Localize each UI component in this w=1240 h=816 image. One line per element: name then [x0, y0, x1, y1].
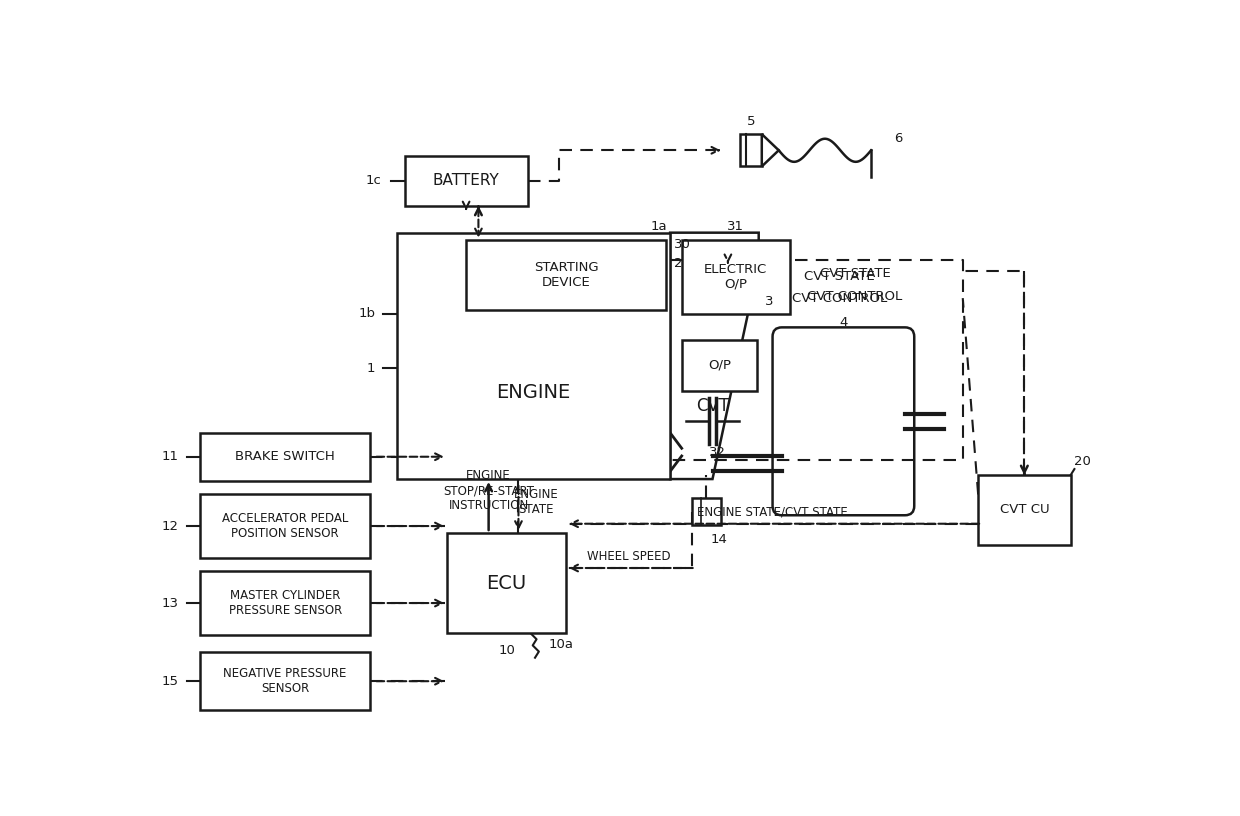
Text: NEGATIVE PRESSURE
SENSOR: NEGATIVE PRESSURE SENSOR	[223, 667, 347, 695]
Text: CVT: CVT	[696, 397, 729, 415]
Text: CVT STATE: CVT STATE	[820, 267, 890, 280]
Text: CVT CONTROL: CVT CONTROL	[807, 290, 903, 303]
Text: CVT CU: CVT CU	[999, 503, 1049, 517]
Text: CVT STATE: CVT STATE	[805, 270, 875, 283]
Text: CVT CONTROL: CVT CONTROL	[792, 291, 887, 304]
Text: ECU: ECU	[486, 574, 527, 592]
Text: 2: 2	[675, 257, 682, 270]
Text: STARTING
DEVICE: STARTING DEVICE	[534, 261, 599, 289]
Text: ELECTRIC
O/P: ELECTRIC O/P	[704, 263, 768, 291]
Text: ENGINE
STOP/RE-START
INSTRUCTION: ENGINE STOP/RE-START INSTRUCTION	[443, 469, 534, 512]
Text: 5: 5	[746, 114, 755, 127]
Text: 15: 15	[162, 675, 179, 688]
Text: MASTER CYLINDER
PRESSURE SENSOR: MASTER CYLINDER PRESSURE SENSOR	[228, 589, 342, 617]
Text: 4: 4	[839, 317, 848, 330]
Bar	[466, 241, 666, 309]
Bar	[201, 494, 370, 557]
Text: ENGINE
STATE: ENGINE STATE	[515, 488, 559, 517]
Bar	[446, 533, 567, 633]
Text: 10a: 10a	[548, 638, 573, 651]
Bar	[397, 233, 670, 479]
Bar	[201, 652, 370, 710]
Text: 13: 13	[162, 596, 179, 610]
Bar	[978, 475, 1070, 544]
Text: 3: 3	[765, 295, 774, 308]
Text: 1c: 1c	[366, 174, 382, 187]
Text: 31: 31	[727, 220, 744, 233]
Text: BATTERY: BATTERY	[433, 173, 500, 188]
Text: O/P: O/P	[708, 359, 730, 372]
Bar	[682, 340, 758, 391]
Bar	[404, 156, 528, 206]
Bar	[201, 432, 370, 481]
Text: ENGINE: ENGINE	[496, 384, 570, 402]
Bar	[692, 499, 720, 526]
Text: 1b: 1b	[358, 307, 376, 320]
Polygon shape	[670, 233, 759, 479]
Polygon shape	[761, 134, 779, 166]
Text: 20: 20	[1074, 455, 1091, 468]
Text: 12: 12	[162, 520, 179, 533]
Text: 10: 10	[498, 644, 515, 657]
Text: 14: 14	[711, 533, 727, 546]
Text: BRAKE SWITCH: BRAKE SWITCH	[236, 450, 335, 463]
FancyBboxPatch shape	[773, 327, 914, 515]
Text: 30: 30	[675, 237, 691, 251]
Text: 1a: 1a	[650, 220, 667, 233]
Bar	[682, 241, 790, 313]
Text: WHEEL SPEED: WHEEL SPEED	[588, 550, 671, 563]
Text: ACCELERATOR PEDAL
POSITION SENSOR: ACCELERATOR PEDAL POSITION SENSOR	[222, 512, 348, 540]
Text: 6: 6	[894, 132, 903, 145]
Text: 11: 11	[162, 450, 179, 463]
Text: 32: 32	[708, 446, 725, 459]
Bar	[740, 134, 761, 166]
Bar	[201, 571, 370, 635]
Text: 1: 1	[367, 361, 376, 375]
Text: ENGINE STATE/CVT STATE: ENGINE STATE/CVT STATE	[697, 506, 848, 519]
